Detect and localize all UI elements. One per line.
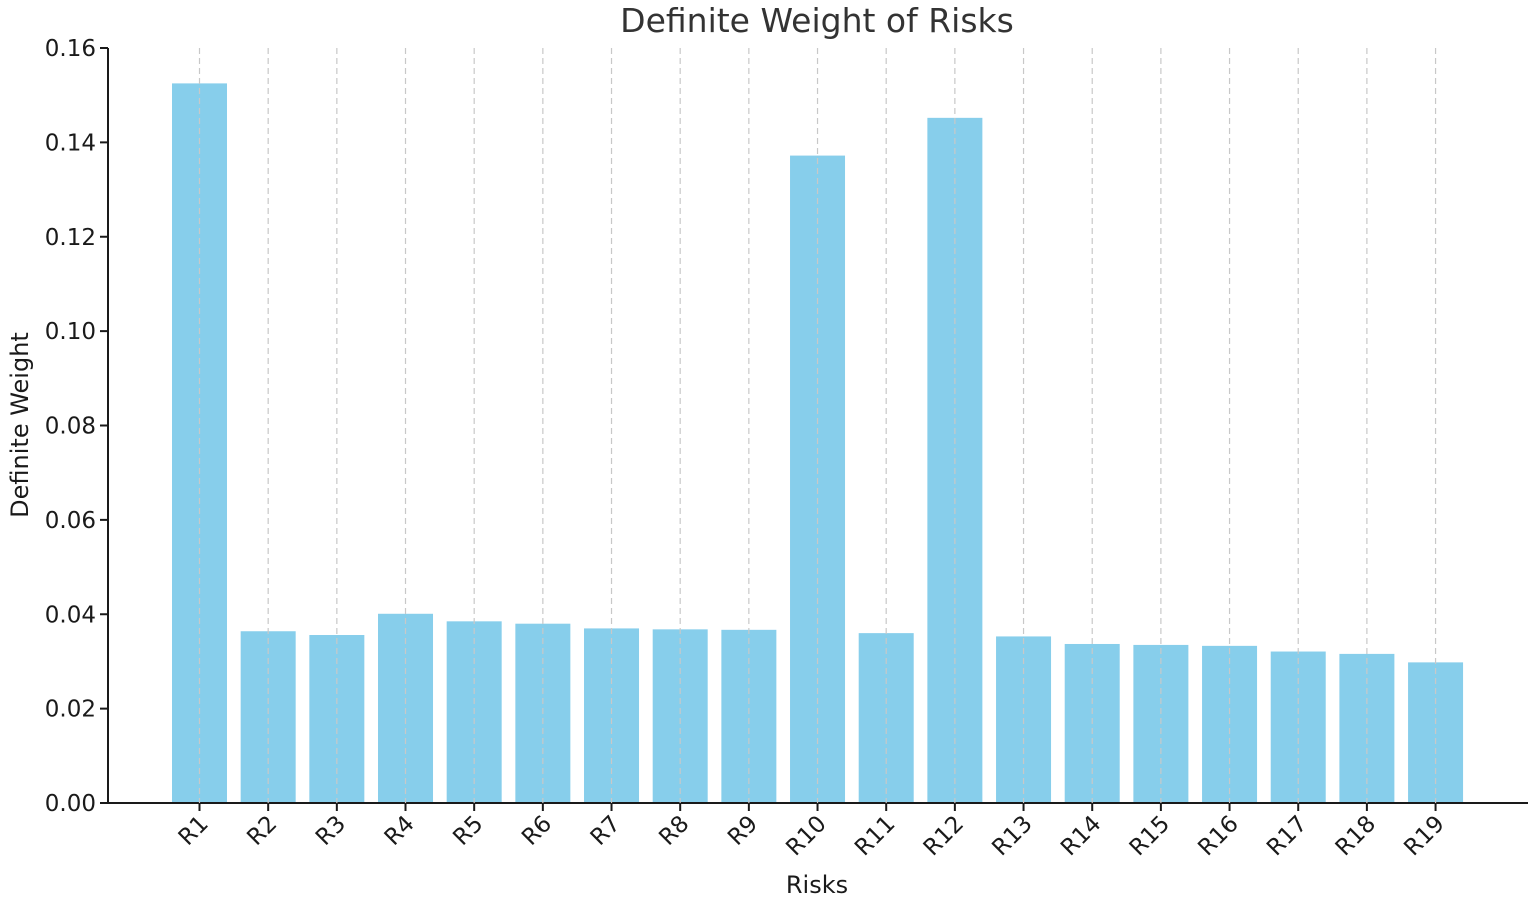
x-tick-label: R17 <box>1262 811 1312 861</box>
x-tick-label: R5 <box>448 811 488 851</box>
bar-R9 <box>721 629 777 803</box>
y-tick-label: 0.12 <box>45 225 96 251</box>
x-tick-label: R14 <box>1056 811 1106 861</box>
y-tick-label: 0.04 <box>45 602 96 628</box>
y-axis-label: Definite Weight <box>6 332 34 518</box>
x-tick-label: R12 <box>919 811 969 861</box>
x-tick-label: R1 <box>174 811 214 851</box>
bar-R2 <box>240 631 296 803</box>
x-axis: R1 R2 R3 R4 R5 R6 R7 R8 R9 R10 R11 R12 R13 R14 R15 R16 R… <box>108 802 1528 861</box>
x-tick-label: R3 <box>311 811 351 851</box>
x-tick-label: R13 <box>987 811 1037 861</box>
x-tick-label: R10 <box>781 811 831 861</box>
y-tick-label: 0.02 <box>45 697 96 723</box>
bar-R17 <box>1270 651 1326 803</box>
x-tick-label: R8 <box>654 811 694 851</box>
x-tick-label: R11 <box>850 811 900 861</box>
x-axis-label: Risks <box>786 871 848 899</box>
x-tick-label: R15 <box>1125 811 1175 861</box>
x-tick-label: R2 <box>242 811 282 851</box>
grid-lines <box>198 48 1437 803</box>
y-tick-label: 0.14 <box>45 130 96 156</box>
x-tick-label: R7 <box>586 811 626 851</box>
chart-title: Definite Weight of Risks <box>620 1 1014 40</box>
bar-R7 <box>584 628 640 803</box>
x-tick-label: R9 <box>723 811 763 851</box>
x-tick-label: R16 <box>1193 811 1243 861</box>
y-tick-label: 0.08 <box>45 414 96 440</box>
bar-R8 <box>652 629 708 803</box>
y-axis: 0.00 0.02 0.04 0.06 0.08 0.10 0.12 0.14 0.16 <box>45 36 109 817</box>
x-tick-label: R19 <box>1399 811 1449 861</box>
x-tick-label: R4 <box>380 811 420 851</box>
x-tick-label: R6 <box>517 811 557 851</box>
y-tick-label: 0.10 <box>45 319 96 345</box>
y-tick-label: 0.00 <box>45 791 96 817</box>
y-tick-label: 0.06 <box>45 508 96 534</box>
x-tick-label: R18 <box>1331 811 1381 861</box>
y-tick-label: 0.16 <box>45 36 96 62</box>
